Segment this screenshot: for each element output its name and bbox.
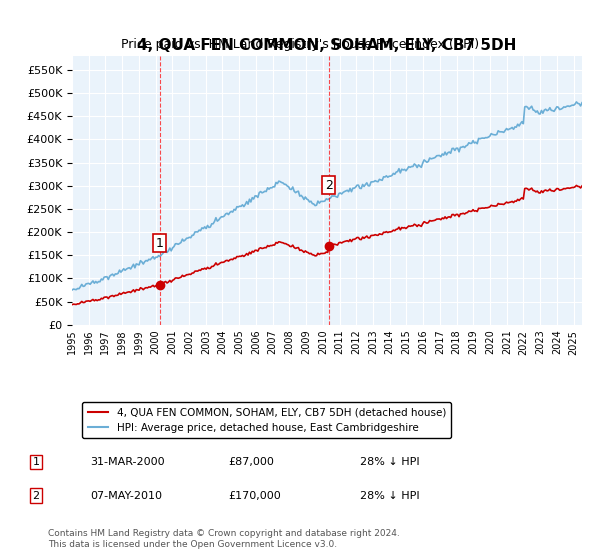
Text: £87,000: £87,000 (228, 457, 274, 467)
Text: 31-MAR-2000: 31-MAR-2000 (90, 457, 164, 467)
Text: 28% ↓ HPI: 28% ↓ HPI (360, 491, 419, 501)
Title: 4, QUA FEN COMMON, SOHAM, ELY, CB7 5DH: 4, QUA FEN COMMON, SOHAM, ELY, CB7 5DH (137, 39, 517, 53)
Text: 2: 2 (32, 491, 40, 501)
Text: Price paid vs. HM Land Registry's House Price Index (HPI): Price paid vs. HM Land Registry's House … (121, 38, 479, 50)
Text: 28% ↓ HPI: 28% ↓ HPI (360, 457, 419, 467)
Text: 2: 2 (325, 179, 332, 192)
Text: 1: 1 (156, 237, 164, 250)
Text: 1: 1 (32, 457, 40, 467)
Legend: 4, QUA FEN COMMON, SOHAM, ELY, CB7 5DH (detached house), HPI: Average price, det: 4, QUA FEN COMMON, SOHAM, ELY, CB7 5DH (… (82, 402, 451, 438)
Text: £170,000: £170,000 (228, 491, 281, 501)
Text: Contains HM Land Registry data © Crown copyright and database right 2024.
This d: Contains HM Land Registry data © Crown c… (48, 529, 400, 549)
Text: 07-MAY-2010: 07-MAY-2010 (90, 491, 162, 501)
